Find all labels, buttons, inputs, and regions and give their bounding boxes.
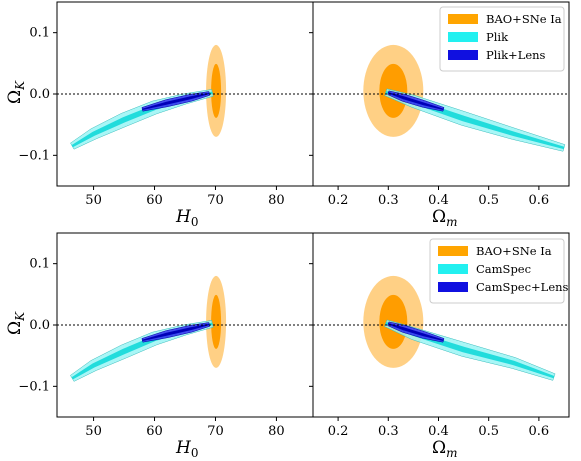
x-tick-label: 0.3 [378, 193, 399, 208]
xlabel-om-top: Ωm [432, 207, 458, 229]
legend-label-plik: Plik [486, 30, 509, 44]
panel-bottom-left: 50 60 70 80 0.1 0.0 −0.1 [18, 232, 314, 439]
x-tick-label: 50 [85, 193, 102, 208]
lens-contour-inner [388, 323, 444, 341]
x-tick-label: 60 [146, 424, 163, 439]
x-tick-label: 70 [207, 424, 224, 439]
bao-contour-inner [211, 63, 222, 118]
y-tick-label: 0.1 [29, 26, 50, 41]
legend-swatch-plik-lens [448, 50, 478, 60]
x-tick-label: 0.4 [428, 193, 449, 208]
ylabel-ok-bottom: ΩK [5, 311, 27, 335]
y-tick-label: −0.1 [18, 379, 50, 394]
x-tick-label: 0.5 [478, 193, 499, 208]
legend-label-camspec: CamSpec [476, 262, 531, 276]
panel-top-right: 0.2 0.3 0.4 0.5 0.6 BAO+SNe Ia Plik Plik+Len… [309, 1, 570, 208]
x-tick-label: 0.6 [529, 193, 550, 208]
xlabel-om-bottom: Ωm [432, 438, 458, 460]
x-tick-label: 0.5 [478, 424, 499, 439]
legend-top: BAO+SNe Ia Plik Plik+Lens [439, 6, 565, 72]
lens-contour-inner [142, 92, 210, 110]
x-tick-label: 0.4 [428, 424, 449, 439]
legend-label-bao: BAO+SNe Ia [476, 244, 552, 258]
legend-swatch-plik [448, 32, 478, 42]
x-tick-label: 80 [268, 193, 285, 208]
x-tick-label: 0.6 [529, 424, 550, 439]
ylabel-ok-top: ΩK [5, 80, 27, 104]
x-tick-label: 50 [85, 424, 102, 439]
x-tick-label: 80 [268, 424, 285, 439]
y-tick-label: −0.1 [18, 148, 50, 163]
lens-contour-inner [142, 323, 210, 341]
x-tick-label: 0.2 [328, 193, 349, 208]
x-tick-label: 0.2 [328, 424, 349, 439]
y-tick-label: 0.0 [29, 318, 50, 333]
legend-label-camspec-lens: CamSpec+Lens [476, 280, 569, 294]
lens-contour-inner [388, 92, 444, 110]
legend-swatch-camspec [438, 264, 468, 274]
legend-swatch-camspec-lens [438, 282, 468, 292]
bao-contour-inner [211, 294, 222, 349]
panel-top-left: 50 60 70 80 0.1 0.0 −0.1 [18, 1, 314, 208]
legend-swatch-bao [448, 14, 478, 24]
legend-swatch-bao [438, 246, 468, 256]
legend-label-bao: BAO+SNe Ia [486, 12, 562, 26]
y-tick-label: 0.0 [29, 87, 50, 102]
panel-bottom-right: 0.2 0.3 0.4 0.5 0.6 BAO+SNe Ia CamSpec CamSp… [309, 232, 570, 439]
y-tick-label: 0.1 [29, 257, 50, 272]
x-tick-label: 60 [146, 193, 163, 208]
xlabel-h0-bottom: H0 [175, 438, 198, 460]
x-tick-label: 0.3 [378, 424, 399, 439]
x-tick-label: 70 [207, 193, 224, 208]
legend-bottom: BAO+SNe Ia CamSpec CamSpec+Lens [429, 238, 569, 304]
legend-label-plik-lens: Plik+Lens [486, 48, 546, 62]
xlabel-h0-top: H0 [175, 207, 198, 229]
